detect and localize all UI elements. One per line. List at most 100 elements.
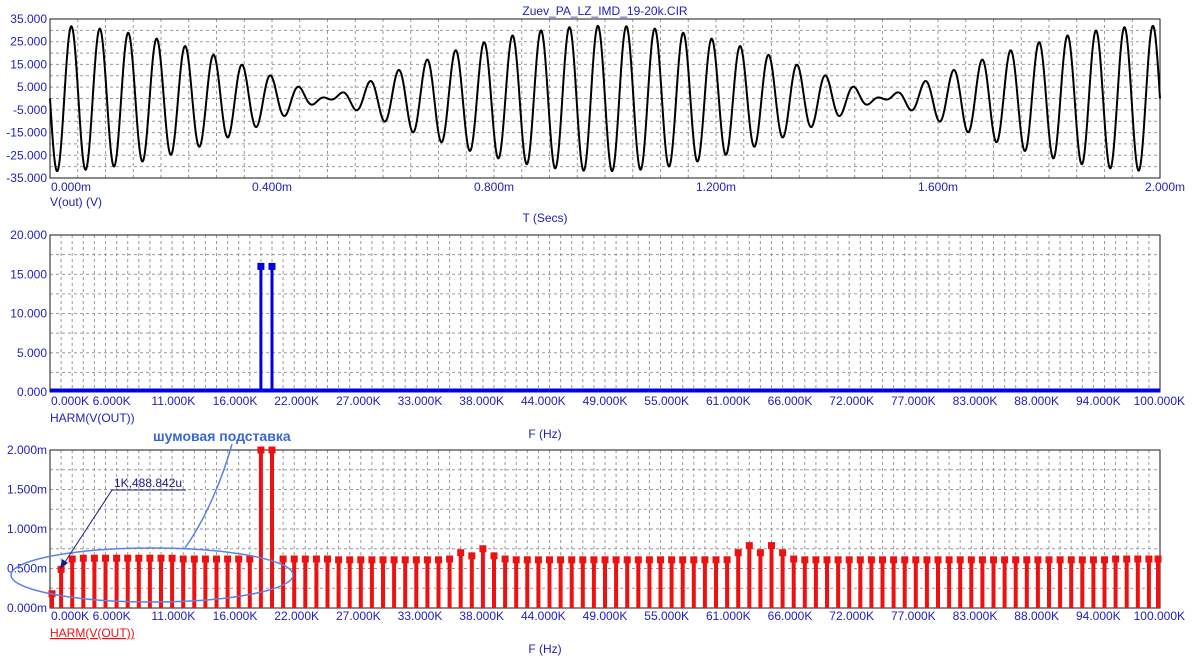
x-tick-label: 49.000K [583,394,628,408]
x-tick-label: 83.000K [953,609,998,623]
x-tick-label: 27.000K [336,609,381,623]
x-tick-label: 0.000K [51,609,89,623]
time-x-axis-label: T (Secs) [522,211,567,225]
harmonic-bar-marker [290,555,298,563]
harmonic-bar-marker [768,542,775,550]
harmonic-bar-marker [579,556,587,564]
harmonic-bar-marker [324,555,331,563]
harmonic-bar-marker [68,555,76,563]
harmonic-bar-marker [590,556,598,564]
y-tick-label: 1.000m [7,522,47,536]
x-tick-label: 44.000K [521,609,566,623]
x-tick-label: 27.000K [336,394,381,408]
harmonic-bar-marker [1034,556,1042,564]
harmonic-bar-marker [812,556,820,564]
harmonic-bar-marker [668,556,676,564]
harmonic-bar-marker [679,556,687,564]
harmonic-bar-marker [923,556,931,564]
y-tick-label: 35.000 [10,12,47,26]
x-tick-label: 2.000m [1145,180,1185,194]
x-tick-label: 22.000K [274,394,319,408]
harmonic-bar-marker [634,556,642,564]
x-tick-label: 100.000K [1134,394,1185,408]
harmonic-bar-marker [168,554,176,562]
harmonic-bar-marker [779,549,787,557]
harmonic-bar-marker [1089,556,1097,564]
x-tick-label: 44.000K [521,394,566,408]
time-x-tick-labels: 0.000m 0.400m 0.800m 1.200m 1.600m 2.000m [51,180,1185,194]
y-tick-label: 25.000 [10,35,47,49]
harmonic-bar-marker [390,556,398,564]
harmonic-bar-marker [1056,556,1064,564]
x-tick-label: 16.000K [213,394,258,408]
harmonic-bar-marker [268,446,276,454]
x-tick-label: 0.800m [474,180,514,194]
harmonic-bar-marker [734,549,742,557]
y-tick-label: 1.500m [7,483,47,497]
x-tick-label: 88.000K [1014,394,1059,408]
zoom-spectrum-panel: 2.000m 1.500m 1.000m 0.500m 0.000m 0.000K 6.0… [7,428,1185,656]
harmonic-bar-marker [368,556,376,564]
harmonic-bar-marker [246,555,254,563]
harmonic-bar-marker [301,555,309,563]
spectrum-panel: 20.000 15.000 10.000 5.000 0.000 0.000K 6.000… [10,228,1185,441]
x-tick-label: 66.000K [768,609,813,623]
harmonic-bar-marker [1134,555,1142,563]
harmonic-bar-marker [479,545,487,553]
x-tick-label: 33.000K [398,394,443,408]
harmonic-bar-marker [1045,556,1053,564]
zoom-series-label: HARM(V(OUT)) [50,626,135,640]
x-tick-label: 100.000K [1134,609,1185,623]
harmonic-bar-marker [179,555,187,563]
harmonic-bar-marker [257,446,265,454]
harmonic-bar-marker [823,556,831,564]
spectrum-y-tick-labels: 20.000 15.000 10.000 5.000 0.000 [10,228,47,399]
x-tick-label: 1.600m [918,180,958,194]
x-tick-label: 11.000K [151,609,195,623]
note-leader-line [184,443,233,549]
x-tick-label: 0.000K [51,394,89,408]
harmonic-bar-marker [124,554,132,562]
harmonic-bar-marker [412,556,420,564]
harmonic-bar-marker [623,556,631,564]
x-tick-label: 1.200m [696,180,736,194]
x-tick-label: 49.000K [583,609,628,623]
harmonic-bar-marker [856,556,864,564]
harmonic-bar-marker [645,556,653,564]
y-tick-label: -35.000 [6,171,47,185]
x-tick-label: 55.000K [644,609,689,623]
noise-floor-ellipse [10,547,294,603]
y-tick-label: 10.000 [10,307,47,321]
zoom-x-tick-labels: 0.000K 6.000K 11.000K 16.000K 22.000K 27.000K… [51,609,1185,623]
harmonic-bar-marker [57,565,65,573]
y-tick-label: 20.000 [10,228,47,242]
harmonic-bar-marker [612,556,620,564]
harmonic-bar-marker [401,556,409,564]
harmonic-bar-marker [468,552,476,560]
harmonic-bar-marker [501,555,509,563]
y-tick-label: 2.000m [7,443,47,457]
x-tick-label: 6.000K [93,394,131,408]
harmonic-bar-marker [956,556,964,564]
zoom-y-tick-labels: 2.000m 1.500m 1.000m 0.500m 0.000m [7,443,47,615]
time-domain-panel: Zuev_PA_LZ_IMD_19-20k.CIR 35.000 25.000 15… [6,4,1185,225]
x-tick-label: 72.000K [829,609,874,623]
x-tick-label: 33.000K [398,609,443,623]
spectrum-grid [49,234,1161,393]
x-tick-label: 11.000K [151,394,195,408]
harmonic-bar-marker [523,556,531,564]
harmonic-bar-marker [379,556,387,564]
harmonic-bar-marker [1023,556,1031,564]
chart-title: Zuev_PA_LZ_IMD_19-20k.CIR [522,4,688,18]
harmonic-bar-marker [1078,556,1086,564]
harmonic-bar-marker [790,555,798,563]
y-tick-label: 5.000 [17,80,47,94]
marker-label: 1K,488.842u [114,476,182,490]
harmonic-bar-marker [557,556,565,564]
harmonic-bar-marker [435,556,442,564]
harmonic-bar-marker [113,554,121,562]
harmonic-bar-marker [990,556,997,564]
harmonic-bar-marker [1101,556,1108,564]
harmonic-bar-marker [967,556,975,564]
